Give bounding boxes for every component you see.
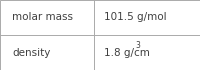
Text: molar mass: molar mass (12, 13, 73, 22)
Text: 3: 3 (135, 41, 140, 50)
Text: density: density (12, 48, 51, 57)
Text: 101.5 g/mol: 101.5 g/mol (104, 13, 167, 22)
Text: 1.8 g/cm: 1.8 g/cm (104, 48, 150, 57)
